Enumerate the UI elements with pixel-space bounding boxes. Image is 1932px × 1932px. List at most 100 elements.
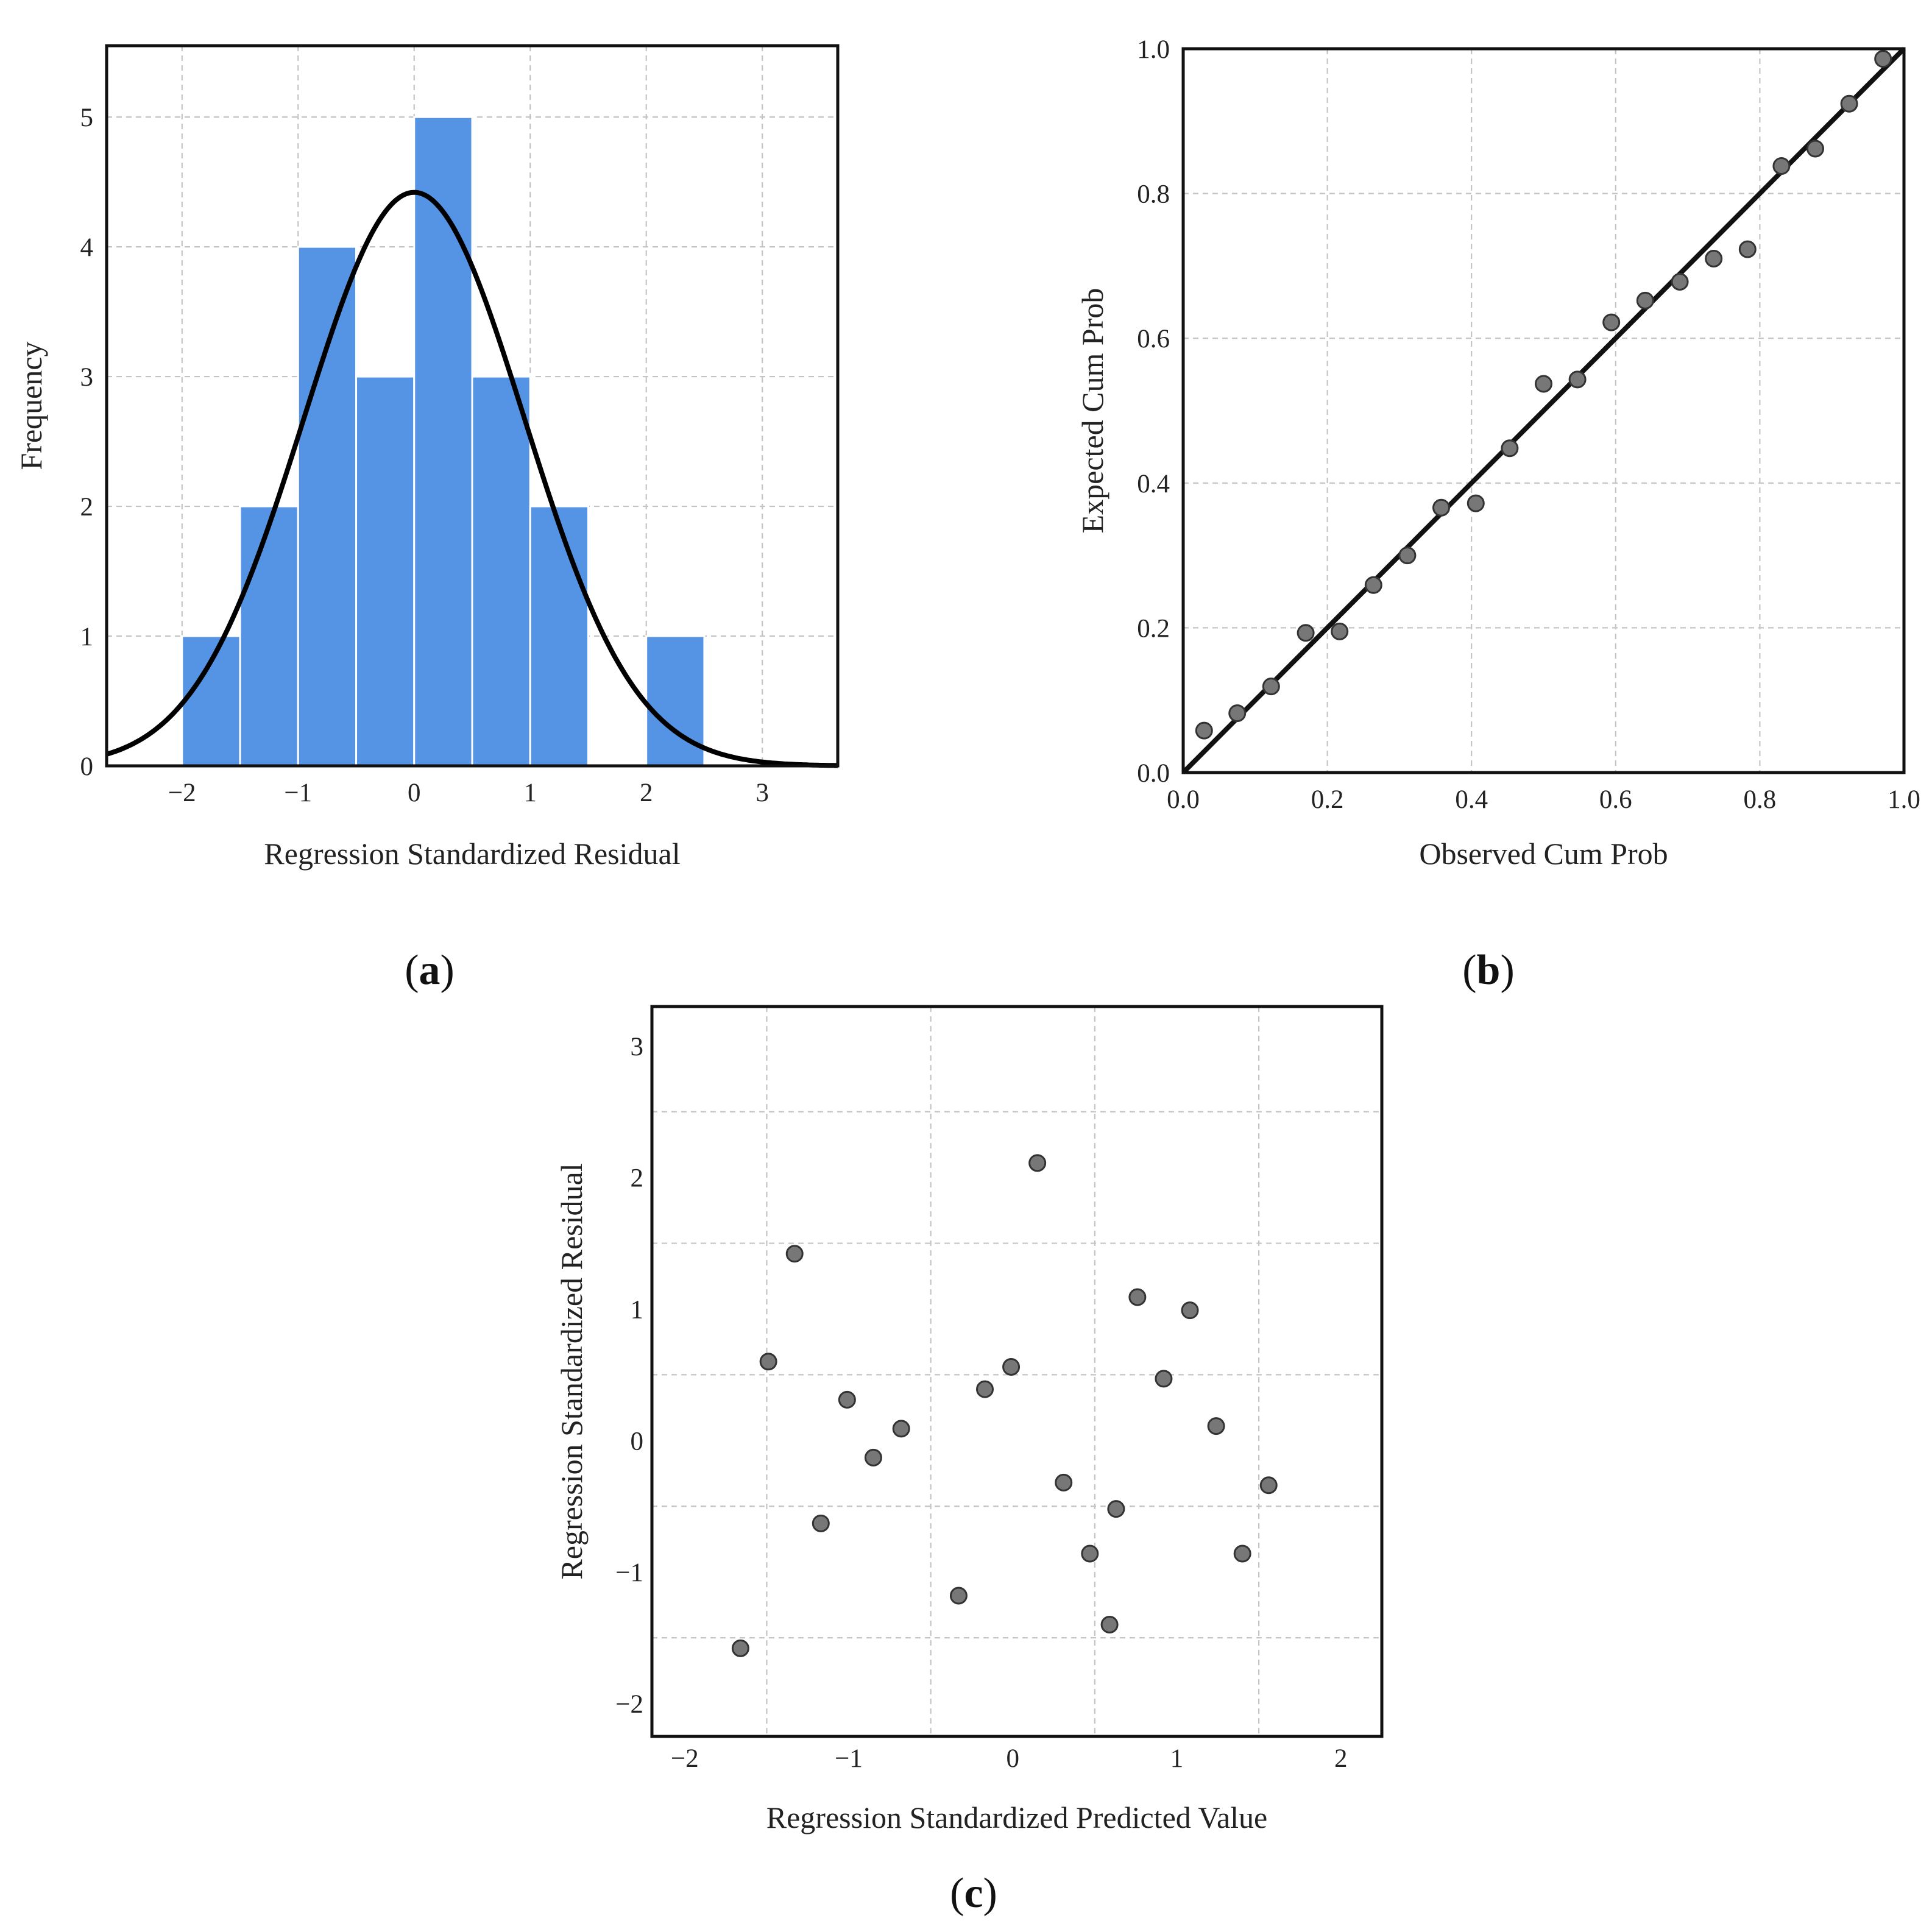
pp-point [1671,273,1689,291]
panel-c-y-axis-label: Regression Standardized Residual [554,1163,589,1579]
panel-c-ytick-label: 3 [631,1033,644,1061]
panel-a-ytick-label: 0 [80,752,94,781]
panel-b-xtick-label: 0.6 [1599,785,1632,814]
residual-point [1028,1154,1047,1172]
panel-b-points [1195,50,1892,740]
residual-point [1207,1417,1225,1435]
histogram-bar [471,375,531,767]
residual-point [1181,1301,1199,1320]
pp-point [1636,291,1654,310]
panel-c-xtick-label: 2 [1334,1744,1348,1773]
panel-b-xtick-label: 0.0 [1167,785,1200,814]
pp-point [1331,622,1349,640]
residual-point [731,1639,749,1657]
panel-a-histogram: −2 −1 0 1 2 3 0 1 2 3 4 5 Regression Standardized Re… [14,44,840,994]
panel-a-xtick-label: 3 [755,779,769,807]
panel-a-xtick-label: 0 [408,779,421,807]
panel-c-xtick-label: 0 [1007,1744,1020,1773]
pp-point [1501,439,1519,458]
pp-point [1262,678,1280,696]
panel-c-xtick-label: 1 [1170,1744,1184,1773]
panel-a-xtick-label: 2 [640,779,653,807]
panel-b-frame [1181,47,1906,774]
panel-b-ytick-label: 0.8 [1137,180,1170,209]
residual-point [1081,1545,1099,1563]
pp-point [1840,94,1858,113]
panel-b-y-axis-label: Expected Cum Prob [1075,288,1109,534]
pp-point [1535,375,1552,393]
pp-point [1398,547,1417,565]
pp-point [1806,140,1824,158]
residual-point [1128,1288,1147,1306]
pp-point [1772,157,1791,175]
histogram-bar [529,505,589,767]
panel-a-x-axis-label: Regression Standardized Residual [264,837,680,871]
panel-a-ytick-label: 4 [80,233,94,262]
panel-c-ytick-label: −2 [615,1690,643,1719]
residual-point [812,1514,830,1532]
panel-b-pp-plot: 0.0 0.2 0.4 0.6 0.8 1.0 0.0 0.2 0.4 0.6 0.8 1.0 Obse… [1075,35,1920,994]
pp-point [1705,250,1723,268]
panel-b-x-axis-label: Observed Cum Prob [1419,837,1668,871]
pp-point [1195,721,1213,740]
residual-point [759,1353,777,1371]
pp-point [1228,704,1247,723]
pp-point [1602,313,1621,331]
panel-b-ytick-label: 0.0 [1137,759,1170,788]
panel-c-gridlines [652,1007,1382,1736]
histogram-bar [181,635,241,767]
panel-b-ytick-label: 0.4 [1137,470,1170,498]
panel-a-xtick-label: −1 [284,779,312,807]
histogram-bar [239,505,299,767]
panel-c-ytick-label: −1 [615,1559,643,1587]
panel-a-ytick-label: 1 [80,623,94,651]
residual-point [949,1587,968,1605]
panel-c-points [731,1154,1278,1657]
panel-a-xtick-label: 1 [523,779,537,807]
panel-c-x-axis-label: Regression Standardized Predicted Value [766,1800,1267,1835]
panel-a-ytick-label: 3 [80,363,94,392]
pp-point [1297,624,1315,642]
histogram-bar [297,246,358,767]
histogram-bar [355,375,416,767]
panel-a-bars [181,116,706,767]
residual-point [838,1390,856,1409]
panel-c-caption-label: (c) [950,1870,997,1917]
pp-point [1467,494,1485,512]
residual-point [976,1380,994,1398]
residual-point [1055,1473,1073,1491]
normal-distribution-curve [105,189,838,768]
panel-c-ytick-label: 2 [631,1164,644,1193]
pp-point [1364,576,1382,594]
residual-point [1259,1476,1278,1495]
panel-a-ytick-label: 2 [80,493,94,522]
pp-point [1738,240,1757,258]
panel-c-ytick-label: 1 [631,1295,644,1324]
pp-point [1874,50,1892,68]
residual-point [1002,1357,1021,1376]
residual-point [785,1245,804,1263]
panel-b-caption-label: (b) [1462,947,1515,994]
panel-b-xtick-label: 0.2 [1311,785,1344,814]
panel-c-ytick-label: 0 [631,1427,644,1456]
panel-b-ytick-label: 0.6 [1137,325,1170,353]
panel-b-ytick-label: 0.2 [1137,614,1170,643]
panel-a-ytick-label: 5 [80,104,94,132]
panel-c-residual-scatter: −2 −1 0 1 2 −2 −1 0 1 2 3 Regression Standardized P… [554,1005,1384,1917]
residual-point [892,1420,910,1438]
panel-c-frame [650,1005,1384,1738]
panel-b-xtick-label: 0.4 [1455,785,1488,814]
panel-b-ytick-label: 1.0 [1137,35,1170,64]
panel-c-xtick-label: −1 [835,1744,863,1773]
panel-b-xtick-label: 1.0 [1888,785,1920,814]
panel-a-xtick-label: −2 [168,779,196,807]
panel-b-xtick-label: 0.8 [1744,785,1777,814]
panel-c-xtick-label: −2 [671,1744,699,1773]
residual-point [1100,1616,1119,1634]
residual-point [864,1448,882,1467]
panel-a-caption-label: (a) [405,947,455,994]
residual-point [1155,1370,1173,1388]
panel-b-gridlines [1183,49,1904,773]
pp-point [1432,498,1451,517]
